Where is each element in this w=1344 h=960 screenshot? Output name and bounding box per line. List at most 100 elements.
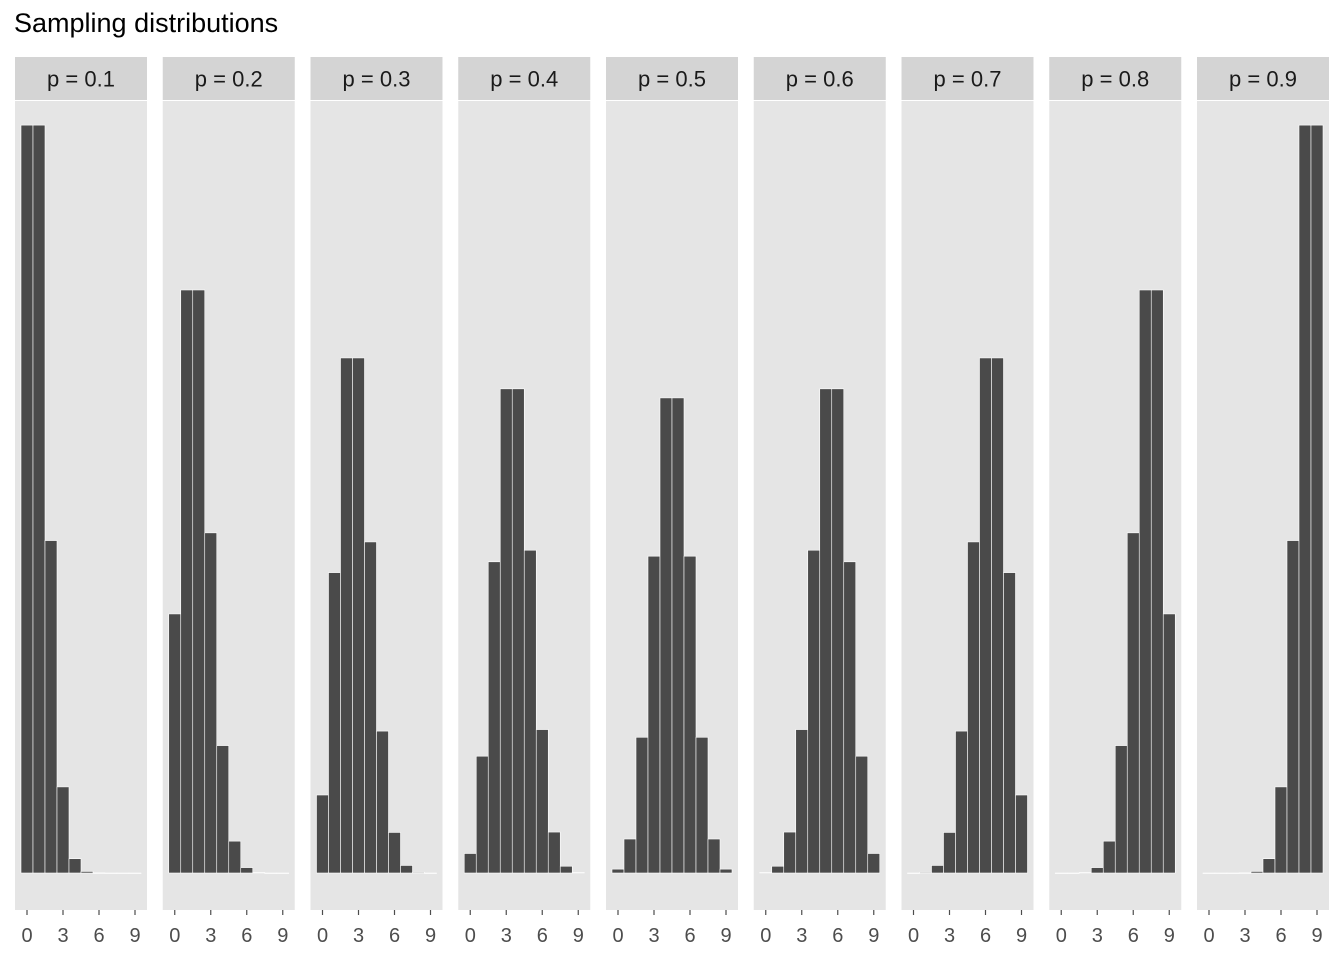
facet-strip — [901, 57, 1034, 100]
histogram-bar — [364, 541, 377, 874]
histogram-bar — [695, 736, 709, 874]
histogram-bar — [671, 397, 685, 874]
histogram-bar — [192, 289, 206, 874]
histogram-bar — [523, 549, 537, 874]
facet-strip-label: p = 0.5 — [638, 67, 706, 92]
histogram-bar — [1078, 872, 1092, 874]
histogram-bar — [1015, 794, 1028, 874]
histogram-bar — [795, 729, 809, 874]
histogram-bar — [1250, 871, 1264, 874]
histogram-bar — [783, 831, 797, 874]
histogram-bar — [907, 872, 920, 874]
x-tick-label: 3 — [944, 925, 955, 947]
facet-strip — [15, 57, 147, 100]
facet-strip-label: p = 0.1 — [47, 67, 115, 92]
histogram-bar — [80, 871, 94, 874]
x-tick-label: 6 — [1275, 925, 1286, 947]
histogram-bar — [1262, 858, 1276, 874]
histogram-bar — [807, 549, 821, 874]
histogram-bar — [1126, 532, 1140, 874]
histogram-bar — [707, 838, 721, 874]
x-tick-label: 0 — [21, 925, 32, 947]
histogram-bar — [316, 794, 329, 874]
x-tick-label: 9 — [868, 925, 879, 947]
histogram-bar — [20, 124, 34, 874]
histogram-bar — [1138, 289, 1152, 874]
histogram-bar — [487, 561, 501, 874]
histogram-bar — [264, 872, 278, 874]
histogram-bar — [683, 555, 697, 874]
histogram-bar — [68, 858, 82, 874]
histogram-bar — [1102, 840, 1116, 874]
facet-strip-label: p = 0.4 — [490, 67, 558, 92]
histogram-bar — [216, 745, 230, 874]
histogram-bar — [1162, 613, 1176, 874]
histogram-bar — [1003, 572, 1016, 874]
facet-strip — [1049, 57, 1182, 100]
histogram-bar — [547, 831, 561, 874]
histogram-bar — [571, 872, 585, 874]
facet-strip-label: p = 0.7 — [934, 67, 1002, 92]
histogram-bar — [228, 840, 242, 874]
facet-panel: p = 0.2 0 3 6 9 — [162, 57, 295, 947]
histogram-bar — [276, 872, 290, 874]
histogram-bar — [104, 872, 118, 874]
histogram-bar — [1114, 745, 1128, 874]
facet-strip — [753, 57, 886, 100]
histogram-bar — [919, 871, 932, 874]
x-tick-label: 3 — [57, 925, 68, 947]
facet-strip-label: p = 0.3 — [343, 67, 411, 92]
x-tick-label: 0 — [612, 925, 623, 947]
x-tick-label: 6 — [832, 925, 843, 947]
x-tick-label: 9 — [277, 925, 288, 947]
histogram-bar — [376, 730, 389, 874]
histogram-bar — [352, 357, 365, 874]
x-tick-label: 0 — [317, 925, 328, 947]
facet-strip — [310, 57, 443, 100]
x-tick-label: 3 — [1239, 925, 1250, 947]
histogram-bar — [1066, 872, 1080, 874]
histogram-bar — [1214, 872, 1228, 874]
histogram-bar — [511, 388, 525, 874]
histogram-bar — [955, 730, 968, 874]
histogram-bar — [204, 532, 218, 874]
histogram-bar — [855, 755, 869, 874]
x-tick-label: 3 — [1092, 925, 1103, 947]
histogram-bar — [535, 729, 549, 874]
x-tick-label: 6 — [1128, 925, 1139, 947]
facet-panel: p = 0.5 0 3 6 9 — [606, 57, 738, 947]
histogram-bar — [116, 872, 130, 874]
x-tick-label: 9 — [573, 925, 584, 947]
facet-strip — [606, 57, 738, 100]
histogram-bar — [991, 357, 1004, 874]
histogram-bar — [32, 124, 46, 874]
facet-panel: p = 0.8 0 3 6 9 — [1049, 57, 1182, 947]
histogram-bar — [340, 357, 353, 874]
x-tick-label: 0 — [908, 925, 919, 947]
facet-strip-label: p = 0.8 — [1081, 67, 1149, 92]
facet-panel: p = 0.9 0 3 6 9 — [1197, 57, 1329, 947]
histogram-bar — [1226, 872, 1240, 874]
x-tick-label: 6 — [93, 925, 104, 947]
x-tick-label: 9 — [1016, 925, 1027, 947]
histogram-bar — [1286, 540, 1300, 874]
histogram-bar — [843, 561, 857, 874]
facet-panel: p = 0.1 0 3 6 9 — [15, 57, 147, 947]
histogram-bar — [867, 853, 881, 874]
histogram-bar — [475, 755, 489, 874]
histogram-bar — [967, 541, 980, 874]
histogram-bar — [1202, 872, 1216, 874]
facet-strip — [162, 57, 295, 100]
histogram-bar — [559, 865, 573, 874]
histogram-bar — [240, 867, 254, 874]
histogram-bar — [1298, 124, 1312, 874]
x-tick-label: 6 — [684, 925, 695, 947]
x-tick-label: 6 — [241, 925, 252, 947]
x-tick-label: 3 — [353, 925, 364, 947]
histogram-bar — [1274, 786, 1288, 874]
histogram-bar — [931, 865, 944, 874]
x-tick-label: 3 — [205, 925, 216, 947]
histogram-bar — [647, 555, 661, 874]
x-tick-label: 6 — [980, 925, 991, 947]
